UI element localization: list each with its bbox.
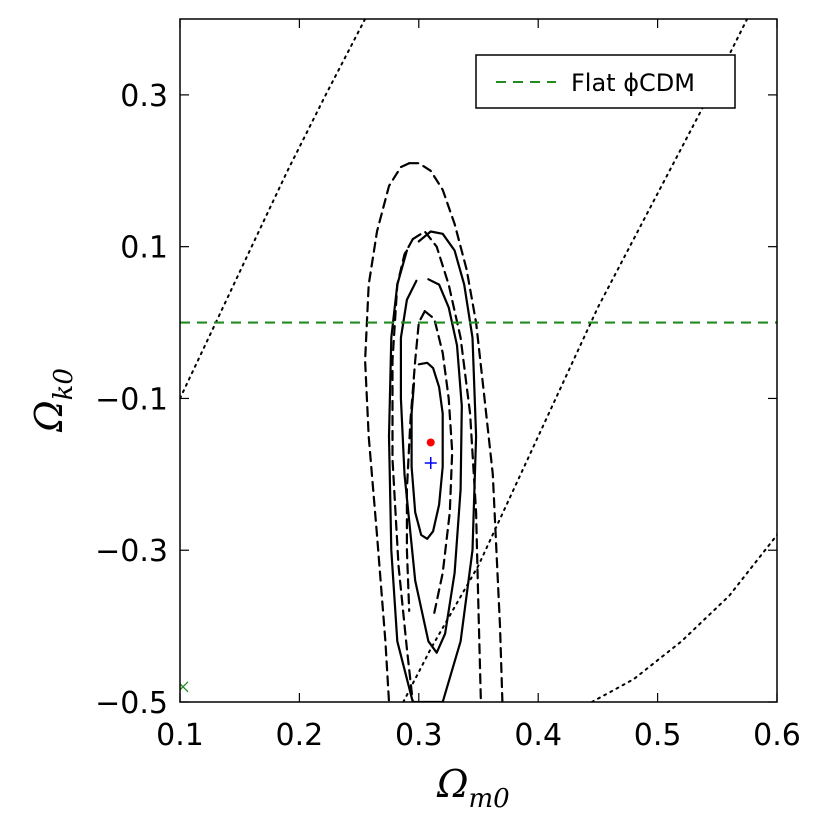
- x-axis-subscript: m0: [469, 784, 510, 814]
- x-tick-label: 0.4: [514, 718, 562, 753]
- legend: Flat ϕCDM: [475, 54, 736, 109]
- x-tick-label: 0.3: [395, 718, 443, 753]
- x-tick-label: 0.6: [753, 718, 801, 753]
- axis-ticks: [179, 19, 778, 703]
- dashed-contour-0: [408, 162, 504, 702]
- x-axis-symbol: Ω: [436, 762, 469, 806]
- dashed-contour-5: [405, 310, 426, 612]
- y-axis-subscript: k0: [49, 368, 79, 400]
- y-tick-label: −0.1: [95, 382, 168, 417]
- x-marker: [180, 681, 189, 693]
- dashed-contour-2: [411, 230, 482, 702]
- y-axis-title: Ωk0: [27, 368, 79, 433]
- y-tick-label: −0.3: [95, 534, 168, 569]
- axis-tick-labels: 0.1 0.2 0.3 0.4 0.5 0.6 0.3 0.1 −0.1 −0.3 −0.5: [95, 79, 801, 753]
- x-tick-label: 0.1: [156, 718, 204, 753]
- x-tick-label: 0.2: [276, 718, 324, 753]
- plot-frame: [179, 18, 778, 703]
- y-tick-label: 0.3: [120, 79, 168, 114]
- plot-content: [180, 19, 777, 702]
- dashed-contour-3: [391, 238, 414, 702]
- x-tick-label: 0.5: [634, 718, 682, 753]
- dotted-contour-2: [590, 532, 777, 702]
- y-tick-label: −0.5: [95, 686, 168, 721]
- best-fit-point: [426, 438, 435, 447]
- dashed-contour-1: [364, 162, 411, 702]
- legend-label-flat-phicdm: Flat ϕCDM: [571, 69, 695, 97]
- dashed-contour-4: [423, 310, 454, 620]
- solid-contour-1: [399, 278, 463, 654]
- solid-contour-0: [410, 361, 444, 540]
- plus-marker: [424, 456, 437, 469]
- y-axis-symbol: Ω: [27, 400, 71, 433]
- x-axis-title: Ωm0: [436, 762, 510, 814]
- dotted-contour-0: [180, 19, 367, 400]
- solid-contour-2: [387, 230, 478, 702]
- y-tick-label: 0.1: [120, 231, 168, 266]
